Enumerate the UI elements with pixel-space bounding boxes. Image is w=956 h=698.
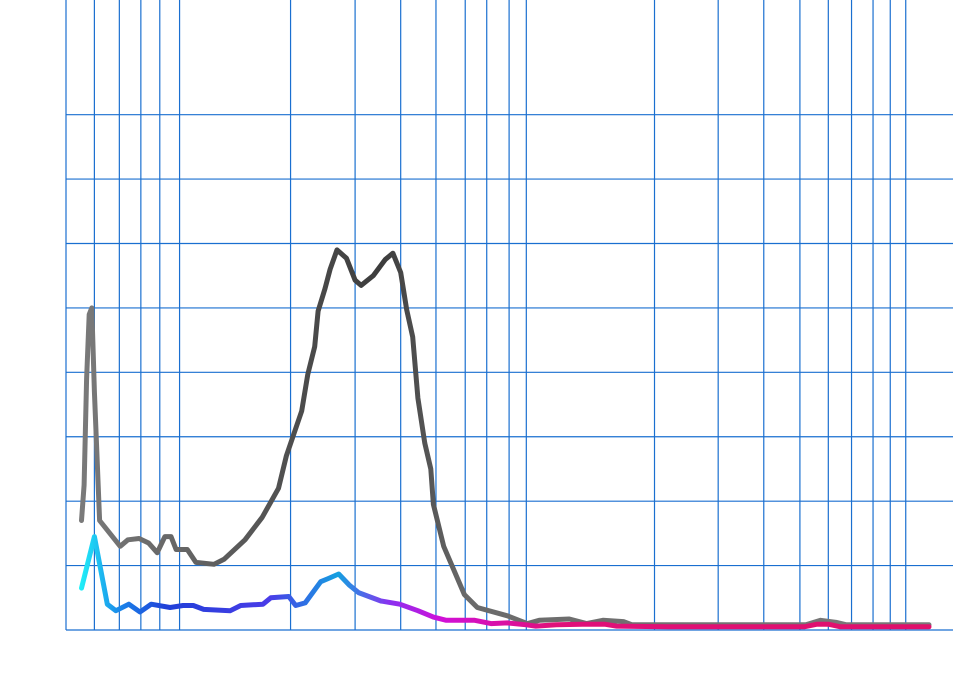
series-line-colored <box>79 534 932 630</box>
series-layer <box>79 247 932 630</box>
gridlines <box>65 0 953 631</box>
series-line-gray <box>79 247 932 628</box>
